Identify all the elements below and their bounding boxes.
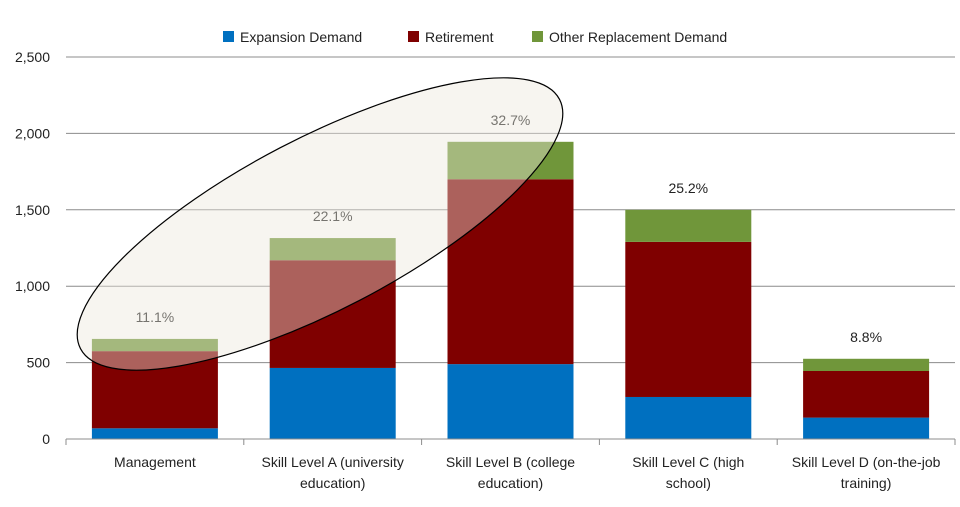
bar-segment-expansion-demand bbox=[91, 428, 218, 439]
bar-segment-other-replacement-demand bbox=[447, 141, 574, 180]
legend-label-expansion-demand: Expansion Demand bbox=[240, 29, 362, 45]
legend-label-retirement: Retirement bbox=[425, 29, 494, 45]
highlight-annotation bbox=[76, 77, 564, 371]
category-label-line: education) bbox=[478, 475, 543, 491]
category-label-line: Skill Level C (high bbox=[632, 454, 744, 470]
x-axis-ticks bbox=[65, 439, 956, 445]
category-labels: Management Skill Level A (university educa… bbox=[114, 454, 941, 491]
bar-segment-expansion-demand bbox=[625, 396, 752, 439]
legend-label-other-replacement-demand: Other Replacement Demand bbox=[549, 29, 727, 45]
category-label: Skill Level D (on-the-job training) bbox=[792, 454, 941, 491]
bar-segment-other-replacement-demand bbox=[803, 358, 930, 372]
bar-segment-retirement bbox=[91, 351, 218, 429]
y-tick-label: 1,000 bbox=[15, 278, 50, 294]
bar-segment-other-replacement-demand bbox=[269, 238, 396, 261]
bar-segment-retirement bbox=[625, 241, 752, 397]
data-label: 25.2% bbox=[668, 180, 708, 196]
bar-segment-expansion-demand bbox=[447, 364, 574, 439]
data-label: 22.1% bbox=[313, 208, 353, 224]
y-axis-tick-labels: 0 500 1,000 1,500 2,000 2,500 bbox=[15, 49, 50, 447]
bar-segment-other-replacement-demand bbox=[91, 338, 218, 352]
legend: Expansion Demand Retirement Other Replacem… bbox=[223, 29, 727, 45]
category-label-line: school) bbox=[666, 475, 711, 491]
category-label: Skill Level B (college education) bbox=[446, 454, 575, 491]
category-label-line: Skill Level B (college bbox=[446, 454, 575, 470]
legend-swatch-retirement bbox=[408, 31, 419, 42]
bar-segment-retirement bbox=[803, 371, 930, 418]
highlight-ellipse bbox=[76, 77, 564, 371]
category-label: Skill Level A (university education) bbox=[261, 454, 403, 491]
y-tick-label: 0 bbox=[42, 431, 50, 447]
bar-segment-retirement bbox=[447, 179, 574, 365]
bars bbox=[91, 141, 930, 439]
legend-swatch-expansion-demand bbox=[223, 31, 234, 42]
category-label-line: training) bbox=[841, 475, 892, 491]
y-tick-label: 2,000 bbox=[15, 125, 50, 141]
category-label-line: Skill Level D (on-the-job bbox=[792, 454, 941, 470]
data-labels: 11.1% 22.1% 32.7% 25.2% 8.8% bbox=[136, 112, 882, 345]
bar-segment-other-replacement-demand bbox=[625, 209, 752, 242]
data-label: 32.7% bbox=[491, 112, 531, 128]
y-tick-label: 1,500 bbox=[15, 202, 50, 218]
category-label-line: Skill Level A (university bbox=[261, 454, 403, 470]
bar-segment-expansion-demand bbox=[269, 367, 396, 439]
data-label: 8.8% bbox=[850, 329, 882, 345]
data-label: 11.1% bbox=[136, 309, 175, 325]
legend-swatch-other-replacement-demand bbox=[532, 31, 543, 42]
y-tick-label: 2,500 bbox=[15, 49, 50, 65]
category-label-line: education) bbox=[300, 475, 365, 491]
category-label: Skill Level C (high school) bbox=[632, 454, 744, 491]
bar-segment-expansion-demand bbox=[803, 417, 930, 439]
category-label: Management bbox=[114, 454, 196, 470]
y-tick-label: 500 bbox=[27, 355, 51, 371]
category-label-line: Management bbox=[114, 454, 196, 470]
